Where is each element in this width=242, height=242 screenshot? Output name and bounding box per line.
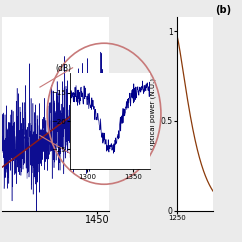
Y-axis label: Optical power (N.U.): Optical power (N.U.) [150, 78, 156, 149]
Text: (b): (b) [215, 5, 231, 15]
Text: (dB): (dB) [56, 64, 72, 73]
